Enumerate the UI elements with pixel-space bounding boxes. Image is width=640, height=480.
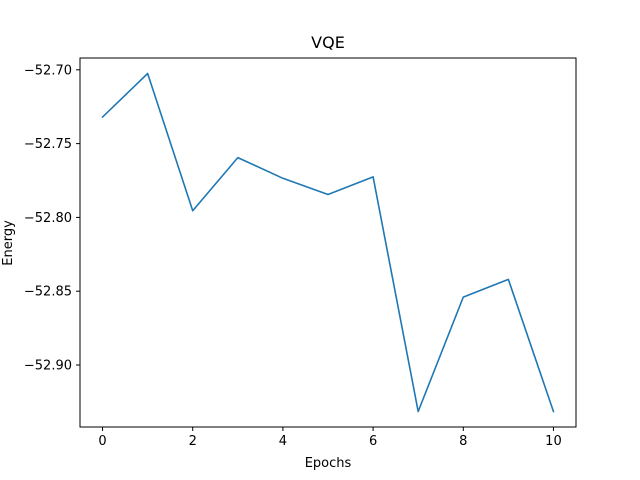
chart-title: VQE bbox=[311, 33, 345, 52]
y-axis: −52.70 −52.75 −52.80 −52.85 −52.90 bbox=[24, 63, 80, 374]
plot-frame bbox=[79, 57, 577, 428]
x-tick-label: 10 bbox=[545, 434, 562, 449]
y-tick-label: −52.75 bbox=[24, 137, 72, 152]
series-layer bbox=[101, 72, 555, 413]
x-axis: 0 2 4 6 8 10 bbox=[98, 427, 562, 449]
x-tick-label: 6 bbox=[369, 434, 377, 449]
series-line-energy bbox=[101, 72, 555, 413]
x-tick-label: 2 bbox=[189, 434, 197, 449]
y-axis-label: Energy bbox=[1, 220, 16, 266]
x-tick-label: 0 bbox=[98, 434, 106, 449]
x-axis-label: Epochs bbox=[305, 456, 352, 471]
x-tick-label: 8 bbox=[459, 434, 467, 449]
y-tick-label: −52.70 bbox=[24, 63, 72, 78]
x-tick-label: 4 bbox=[279, 434, 287, 449]
y-tick-label: −52.85 bbox=[24, 285, 72, 300]
y-tick-label: −52.90 bbox=[24, 359, 72, 374]
y-tick-label: −52.80 bbox=[24, 211, 72, 226]
plot-area: 0 2 4 6 8 10 −52.70 −52.75 −52.80 −52.85 −52.90 bbox=[24, 57, 577, 449]
